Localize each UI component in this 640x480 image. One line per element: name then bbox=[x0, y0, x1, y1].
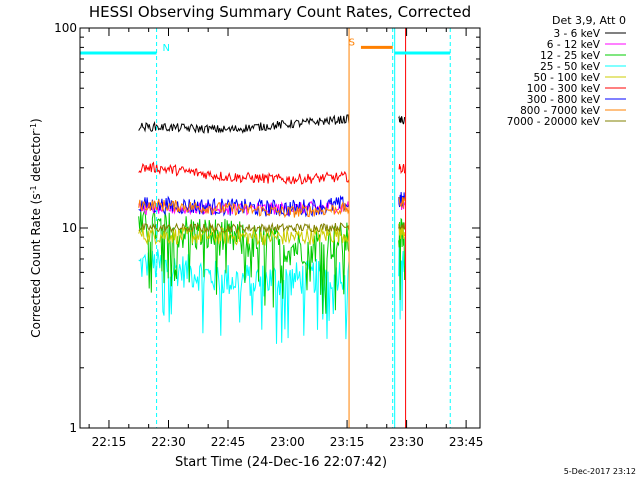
legend-label-3: 12 - 25 keV bbox=[540, 50, 601, 62]
y-tick-label: 10 bbox=[62, 221, 77, 235]
footer-date: 5-Dec-2017 23:12 bbox=[564, 467, 636, 476]
legend-label-5: 50 - 100 keV bbox=[533, 72, 600, 84]
flag-label-s: S bbox=[349, 37, 355, 48]
y-tick-label: 1 bbox=[69, 421, 77, 435]
y-axis-label-part: -1 bbox=[29, 185, 38, 193]
series-line-8-segment-1 bbox=[138, 198, 350, 219]
legend-label-6: 100 - 300 keV bbox=[527, 83, 601, 95]
x-tick-label: 22:15 bbox=[92, 435, 127, 449]
legend-label-4: 25 - 50 keV bbox=[540, 61, 601, 73]
x-tick-label: 22:45 bbox=[211, 435, 246, 449]
series-line-9-segment-1 bbox=[138, 221, 350, 234]
series-line-1-segment-2 bbox=[398, 115, 406, 125]
x-tick-label: 23:15 bbox=[330, 435, 365, 449]
x-tick-label: 23:00 bbox=[270, 435, 305, 449]
series-line-1-segment-1 bbox=[138, 114, 350, 134]
chart-title: HESSI Observing Summary Count Rates, Cor… bbox=[89, 3, 471, 21]
legend-label-9: 7000 - 20000 keV bbox=[507, 116, 601, 128]
legend-label-8: 800 - 7000 keV bbox=[520, 105, 601, 117]
y-axis-label-part: detector bbox=[29, 131, 43, 186]
legend-label-1: 3 - 6 keV bbox=[553, 28, 600, 40]
y-axis-label-part: ) bbox=[29, 118, 43, 123]
flag-label-n: N bbox=[163, 43, 170, 54]
legend-title: Det 3,9, Att 0 bbox=[552, 14, 626, 27]
series-line-5-segment-1 bbox=[138, 226, 350, 246]
x-tick-label: 23:30 bbox=[389, 435, 424, 449]
series-line-3-segment-2 bbox=[398, 217, 406, 301]
y-axis-label: Corrected Count Rate (s-1 detector-1) bbox=[29, 118, 44, 337]
x-tick-label: 23:45 bbox=[449, 435, 484, 449]
legend-label-2: 6 - 12 keV bbox=[547, 39, 601, 51]
y-axis-label-part: -1 bbox=[29, 123, 38, 131]
series-line-8-segment-2 bbox=[398, 196, 406, 209]
x-tick-label: 22:30 bbox=[151, 435, 186, 449]
legend-label-7: 300 - 800 keV bbox=[527, 94, 601, 106]
series-line-9-segment-2 bbox=[398, 222, 406, 231]
x-axis-label: Start Time (24-Dec-16 22:07:42) bbox=[175, 455, 387, 470]
axes: 1 10 100 22:15 22:30 22:45 23:00 23:15 23:30 23:4… bbox=[54, 21, 483, 449]
series-line-6-segment-2 bbox=[398, 163, 406, 175]
series-line-6-segment-1 bbox=[138, 161, 350, 185]
y-tick-label: 100 bbox=[54, 21, 77, 35]
y-axis-label-part: Corrected Count Rate (s bbox=[29, 193, 43, 337]
